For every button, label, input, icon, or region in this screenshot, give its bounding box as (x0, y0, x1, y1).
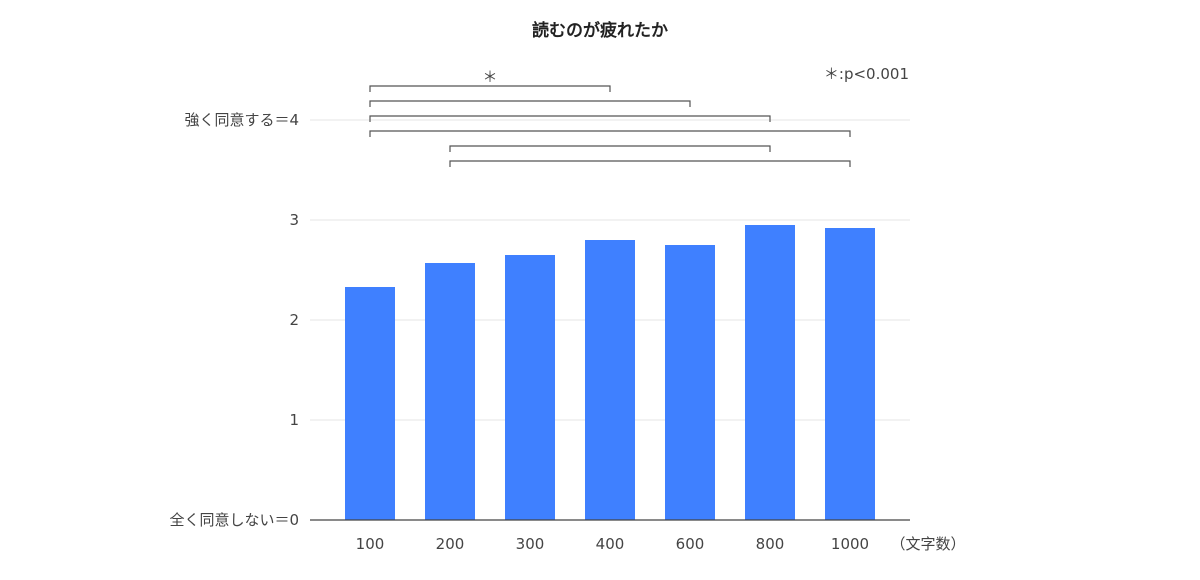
x-tick-label: 800 (756, 535, 785, 553)
x-tick-label: 100 (356, 535, 385, 553)
y-tick-label: 全く同意しない＝0 (169, 511, 299, 529)
x-tick-labels: 100 200 300 400 600 800 1000 (356, 535, 869, 553)
y-tick-label: 強く同意する＝4 (184, 111, 299, 129)
significance-bracket (369, 85, 611, 92)
y-tick-label: 2 (289, 311, 299, 329)
bar-600 (665, 245, 715, 520)
chart-title: 読むのが疲れたか (532, 20, 668, 41)
y-tick-label: 1 (289, 411, 299, 429)
significance-brackets: ＊ (369, 68, 851, 167)
significance-marker: ＊ (482, 68, 497, 86)
x-tick-label: 400 (596, 535, 625, 553)
bar-300 (505, 255, 555, 520)
significance-bracket (369, 100, 691, 107)
x-axis-label: （文字数） (890, 535, 965, 553)
significance-bracket (369, 115, 771, 122)
x-tick-label: 300 (516, 535, 545, 553)
bar-200 (425, 263, 475, 520)
y-tick-label: 3 (289, 211, 299, 229)
bar-800 (745, 225, 795, 520)
x-tick-label: 600 (676, 535, 705, 553)
significance-legend: ＊:p<0.001 (824, 65, 909, 83)
x-tick-label: 1000 (831, 535, 869, 553)
significance-bracket (449, 160, 851, 167)
bar-100 (345, 287, 395, 520)
y-tick-labels: 全く同意しない＝0 1 2 3 強く同意する＝4 (169, 111, 299, 529)
significance-bracket (449, 145, 771, 152)
bars (345, 225, 875, 520)
bar-1000 (825, 228, 875, 520)
significance-bracket (369, 130, 851, 137)
x-tick-label: 200 (436, 535, 465, 553)
bar-400 (585, 240, 635, 520)
